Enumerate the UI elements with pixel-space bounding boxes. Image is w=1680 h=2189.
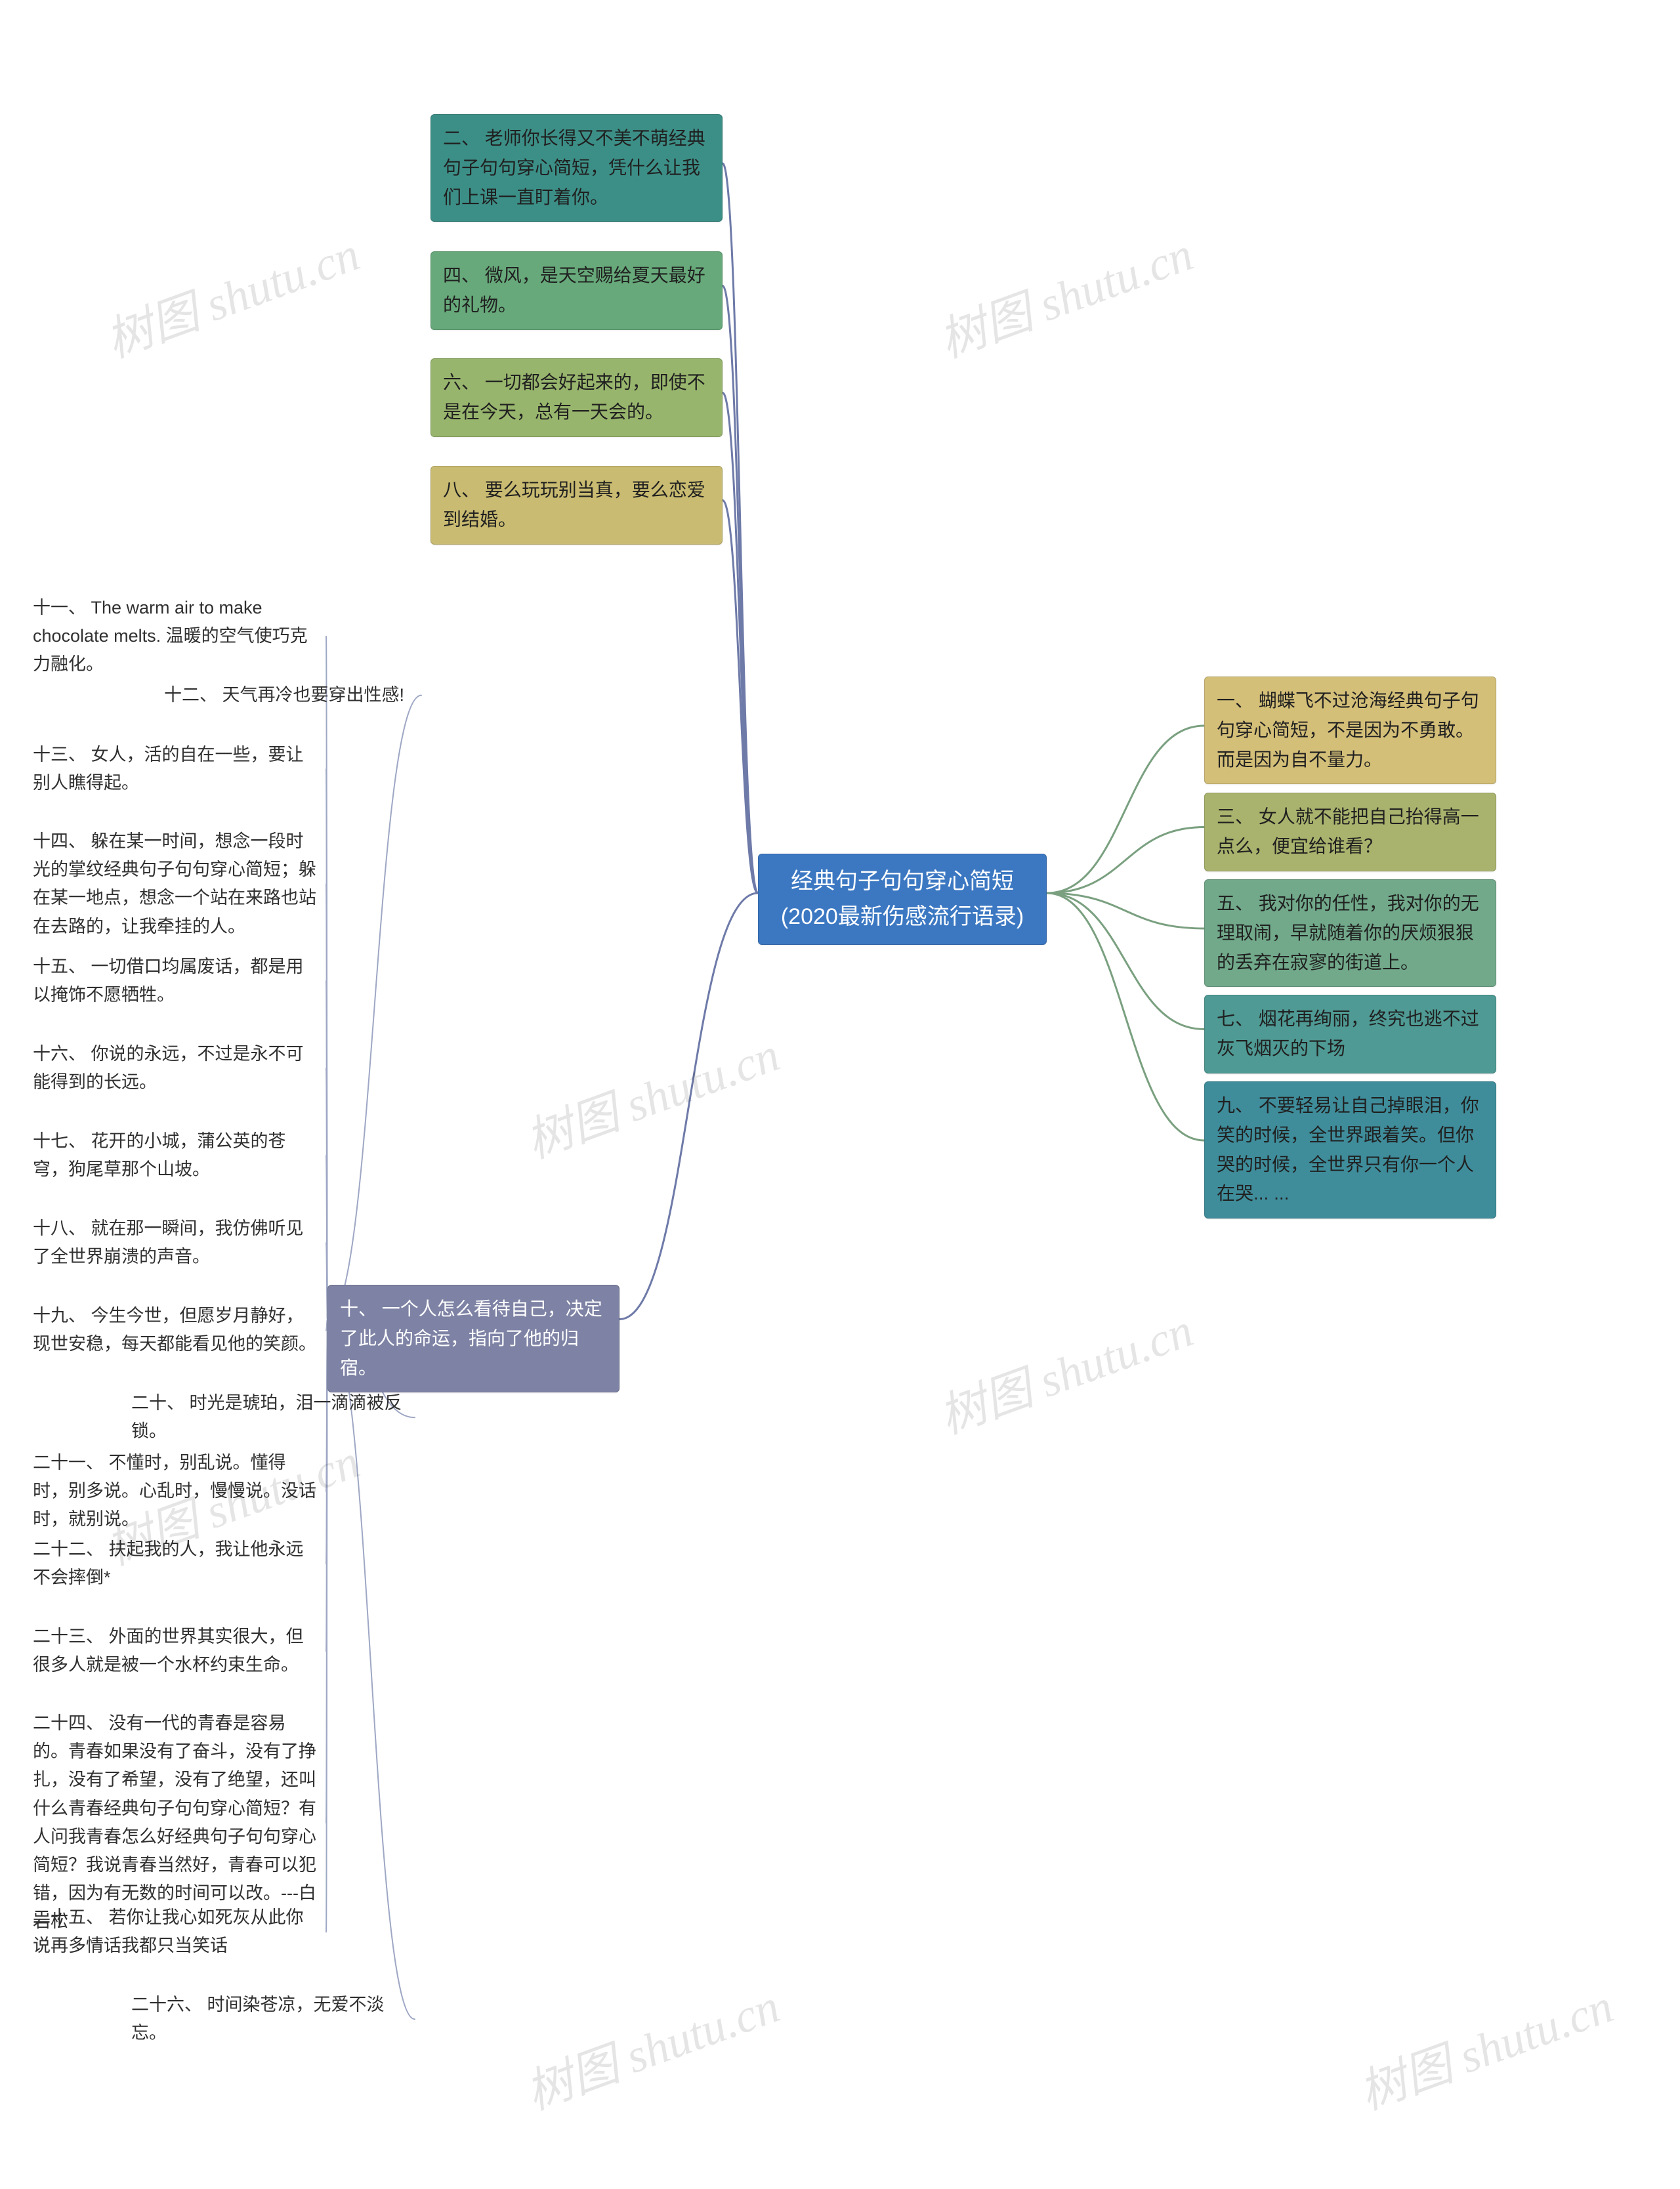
leaf-node-t12: 十二、 天气再冷也要穿出性感! xyxy=(159,678,421,712)
leaf-node-t16: 十六、 你说的永远，不过是永不可能得到的长远。 xyxy=(28,1037,326,1099)
center-node: 经典句子句句穿心简短(2020最新伤感流行语录) xyxy=(758,854,1047,945)
left-node-l10: 十、 一个人怎么看待自己，决定了此人的命运，指向了他的归宿。 xyxy=(327,1285,620,1392)
right-node-r7: 七、 烟花再绚丽，终究也逃不过灰飞烟灭的下场 xyxy=(1204,995,1496,1074)
leaf-node-t21: 二十一、 不懂时，别乱说。懂得时，别多说。心乱时，慢慢说。没话时，就别说。 xyxy=(28,1446,326,1537)
leaf-node-t15: 十五、 一切借口均属废话，都是用以掩饰不愿牺牲。 xyxy=(28,950,326,1012)
watermark: 树图 shutu.cn xyxy=(514,1967,788,2123)
leaf-node-t20: 二十、 时光是琥珀，泪一滴滴被反锁。 xyxy=(126,1386,415,1448)
left-node-l8: 八、 要么玩玩别当真，要么恋爱到结婚。 xyxy=(430,466,723,545)
leaf-node-t14: 十四、 躲在某一时间，想念一段时光的掌纹经典句子句句穿心简短；躲在某一地点，想念… xyxy=(28,825,326,944)
watermark: 树图 shutu.cn xyxy=(1348,1967,1621,2123)
leaf-node-t22: 二十二、 扶起我的人，我让他永远不会摔倒* xyxy=(28,1533,326,1595)
right-node-r9: 九、 不要轻易让自己掉眼泪，你笑的时候，全世界跟着笑。但你哭的时候，全世界只有你… xyxy=(1204,1081,1496,1219)
left-node-l2: 二、 老师你长得又不美不萌经典句子句句穿心简短，凭什么让我们上课一直盯着你。 xyxy=(430,114,723,222)
watermark: 树图 shutu.cn xyxy=(928,215,1201,371)
leaf-node-t13: 十三、 女人，活的自在一些，要让别人瞧得起。 xyxy=(28,738,326,800)
leaf-node-t18: 十八、 就在那一瞬间，我仿佛听见了全世界崩溃的声音。 xyxy=(28,1212,326,1274)
right-node-r1: 一、 蝴蝶飞不过沧海经典句子句句穿心简短，不是因为不勇敢。而是因为自不量力。 xyxy=(1204,677,1496,784)
leaf-node-t23: 二十三、 外面的世界其实很大，但很多人就是被一个水杯约束生命。 xyxy=(28,1620,326,1682)
left-node-l6: 六、 一切都会好起来的，即使不是在今天，总有一天会的。 xyxy=(430,358,723,437)
left-node-l4: 四、 微风，是天空赐给夏天最好的礼物。 xyxy=(430,251,723,330)
leaf-node-t17: 十七、 花开的小城，蒲公英的苍穹，狗尾草那个山坡。 xyxy=(28,1125,326,1186)
leaf-node-t11: 十一、 The warm air to make chocolate melts… xyxy=(28,591,326,682)
watermark: 树图 shutu.cn xyxy=(94,215,368,371)
leaf-node-t25: 二十五、 若你让我心如死灰从此你说再多情话我都只当笑话 xyxy=(28,1901,326,1963)
leaf-node-t26: 二十六、 时间染苍凉，无爱不淡忘。 xyxy=(126,1988,415,2050)
leaf-node-t19: 十九、 今生今世，但愿岁月静好，现世安稳，每天都能看见他的笑颜。 xyxy=(28,1299,326,1361)
right-node-r5: 五、 我对你的任性，我对你的无理取闹，早就随着你的厌烦狠狠的丢弃在寂寥的街道上。 xyxy=(1204,879,1496,987)
watermark: 树图 shutu.cn xyxy=(514,1016,788,1171)
watermark: 树图 shutu.cn xyxy=(928,1291,1201,1447)
right-node-r3: 三、 女人就不能把自己抬得高一点么，便宜给谁看？ xyxy=(1204,793,1496,871)
